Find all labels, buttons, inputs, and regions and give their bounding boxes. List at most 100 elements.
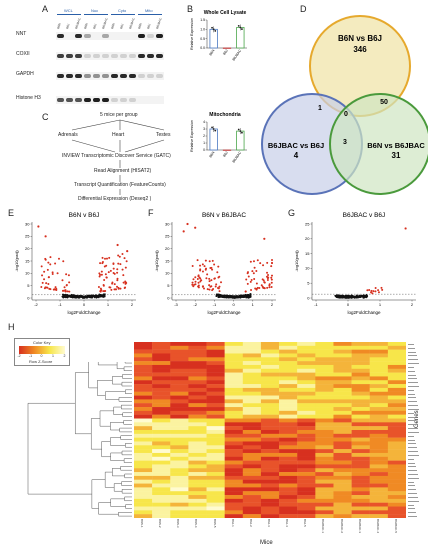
heatmap-cell <box>224 460 243 465</box>
heatmap-cell <box>387 376 406 381</box>
heatmap-cell <box>260 460 280 465</box>
heatmap-cell <box>170 495 189 500</box>
heatmap-cell <box>134 342 153 347</box>
volcano-point <box>99 295 102 298</box>
volcano-point <box>270 265 273 268</box>
volcano-point <box>117 287 120 290</box>
panel-label-f: F <box>148 208 154 218</box>
volcano-point <box>122 274 125 277</box>
heatmap-cell <box>134 345 153 350</box>
volcano-point <box>86 295 88 297</box>
heatmap-cell <box>242 399 262 404</box>
volcano-point <box>356 294 358 297</box>
heatmap-cell <box>351 361 370 366</box>
volcano-y-tick: 20 <box>165 246 170 251</box>
workflow-step-3: Transcript Quantification (FeatureCounts… <box>74 182 166 188</box>
heatmap-row-label-mark <box>408 389 414 391</box>
heatmap-cell <box>170 349 189 354</box>
heatmap-cell <box>333 364 352 369</box>
volcano-point <box>245 278 248 281</box>
heatmap-cell <box>170 430 189 435</box>
heatmap-cell <box>351 345 370 350</box>
heatmap-cell <box>351 410 370 415</box>
heatmap-cell <box>224 384 243 389</box>
heatmap-cell <box>260 464 280 469</box>
heatmap-cell <box>369 410 389 415</box>
heatmap-cell <box>315 357 334 362</box>
volcano-point <box>204 259 207 262</box>
heatmap-cell <box>297 506 316 511</box>
heatmap-cell <box>351 430 370 435</box>
volcano-x-tick: 2 <box>411 302 414 307</box>
heatmap-cell <box>369 414 389 419</box>
blot-band <box>129 98 136 102</box>
heatmap-row-label-mark <box>408 382 418 384</box>
heatmap-row-label-mark <box>408 408 419 410</box>
heatmap-cell <box>152 345 171 350</box>
heatmap-cell <box>260 468 280 473</box>
volcano-x-tick: -1 <box>213 302 217 307</box>
heatmap-cell <box>152 449 171 454</box>
blot-band <box>102 98 109 102</box>
heatmap-cell <box>387 391 406 396</box>
volcano-point <box>61 279 64 282</box>
heatmap-cell <box>333 487 352 492</box>
heatmap-row-label-mark <box>408 474 418 475</box>
heatmap-cell <box>152 391 171 396</box>
heatmap-cell <box>134 506 153 511</box>
volcano-title: B6N v B6JBAC <box>202 212 246 219</box>
panel-label-h: H <box>8 322 15 332</box>
heatmap-cell <box>152 403 171 408</box>
blot-row-label: NNT <box>16 31 27 37</box>
heatmap-cell <box>170 433 189 438</box>
heatmap-cell <box>152 441 171 446</box>
heatmap-cell <box>297 491 316 496</box>
heatmap-cell <box>242 441 262 446</box>
volcano-point <box>103 278 106 281</box>
blot-lane-label: B6N <box>56 22 62 30</box>
blot-lane-label: B6JBAC <box>101 17 109 30</box>
heatmap-cell <box>188 506 207 511</box>
heatmap-cell <box>333 342 352 347</box>
volcano-title: B6N v B6J <box>69 212 100 219</box>
volcano-point <box>203 287 206 290</box>
heatmap-row-label-mark <box>408 351 416 353</box>
volcano-point <box>254 287 257 290</box>
volcano-point <box>271 262 273 265</box>
blot-group-underline <box>84 14 108 15</box>
heatmap-cell <box>134 357 153 362</box>
venn-circle-b6n-vs-b6jbac <box>329 93 428 195</box>
heatmap-cell <box>351 418 370 423</box>
volcano-point <box>85 296 88 299</box>
volcano-point <box>266 277 269 280</box>
volcano-point <box>104 257 107 260</box>
heatmap-cell <box>224 353 243 358</box>
heatmap-cell <box>242 410 262 415</box>
heatmap-cell <box>206 445 225 450</box>
blot-lane-label: B6J <box>92 23 98 30</box>
heatmap-row-label-mark <box>408 416 415 418</box>
heatmap-cell <box>333 361 352 366</box>
heatmap-cell <box>387 437 406 442</box>
heatmap-cell <box>351 357 370 362</box>
blot-group-label: Mito <box>145 8 153 13</box>
heatmap-cell <box>134 410 153 415</box>
heatmap-cell <box>206 510 225 515</box>
heatmap-cell <box>297 345 316 350</box>
volcano-x-tick: 1 <box>379 302 382 307</box>
heatmap-cell <box>170 368 189 373</box>
heatmap-cell <box>333 403 352 408</box>
heatmap-cell <box>297 395 316 400</box>
heatmap-cell <box>351 483 370 488</box>
volcano-point <box>124 266 127 269</box>
heatmap-cell <box>315 510 334 515</box>
heatmap-cell <box>351 437 370 442</box>
heatmap-cell <box>387 475 406 480</box>
heatmap-cell <box>387 430 406 435</box>
heatmap-cell <box>242 422 262 427</box>
heatmap-row-label-mark <box>408 500 419 502</box>
blot-band <box>66 54 73 58</box>
heatmap-cell <box>369 364 389 369</box>
volcano-point <box>370 291 373 294</box>
heatmap-cell <box>260 487 280 492</box>
